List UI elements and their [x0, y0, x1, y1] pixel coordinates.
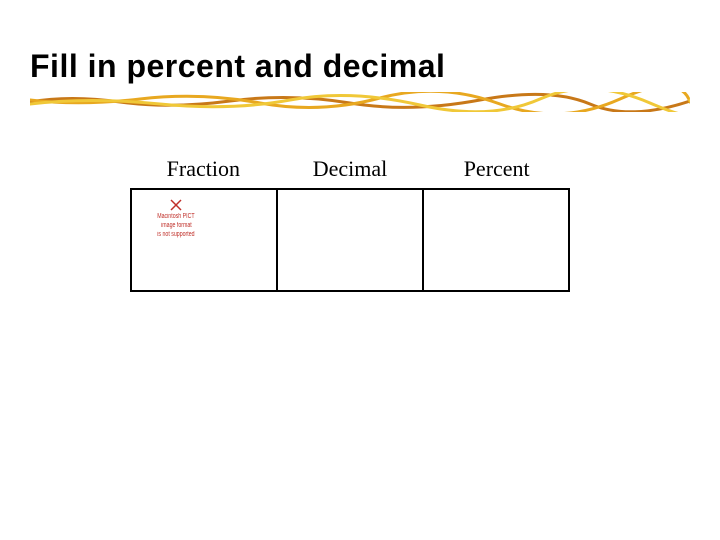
cell-decimal [278, 188, 424, 292]
table-header-row: Fraction Decimal Percent [130, 156, 570, 188]
column-header-decimal: Decimal [277, 156, 424, 188]
conversion-table: Fraction Decimal Percent Macintosh PICT … [130, 156, 570, 292]
table-row: Macintosh PICT image format is not suppo… [130, 188, 570, 292]
image-error-placeholder: Macintosh PICT image format is not suppo… [150, 198, 202, 239]
error-text-line: Macintosh PICT [157, 213, 194, 221]
column-header-percent: Percent [423, 156, 570, 188]
error-x-icon [169, 198, 183, 212]
error-text-line: is not supported [157, 231, 194, 239]
page-title: Fill in percent and decimal [30, 48, 445, 85]
error-text-line: image format [161, 222, 192, 230]
title-underline [30, 92, 690, 112]
cell-fraction: Macintosh PICT image format is not suppo… [130, 188, 278, 292]
column-header-fraction: Fraction [130, 156, 277, 188]
cell-percent [424, 188, 570, 292]
